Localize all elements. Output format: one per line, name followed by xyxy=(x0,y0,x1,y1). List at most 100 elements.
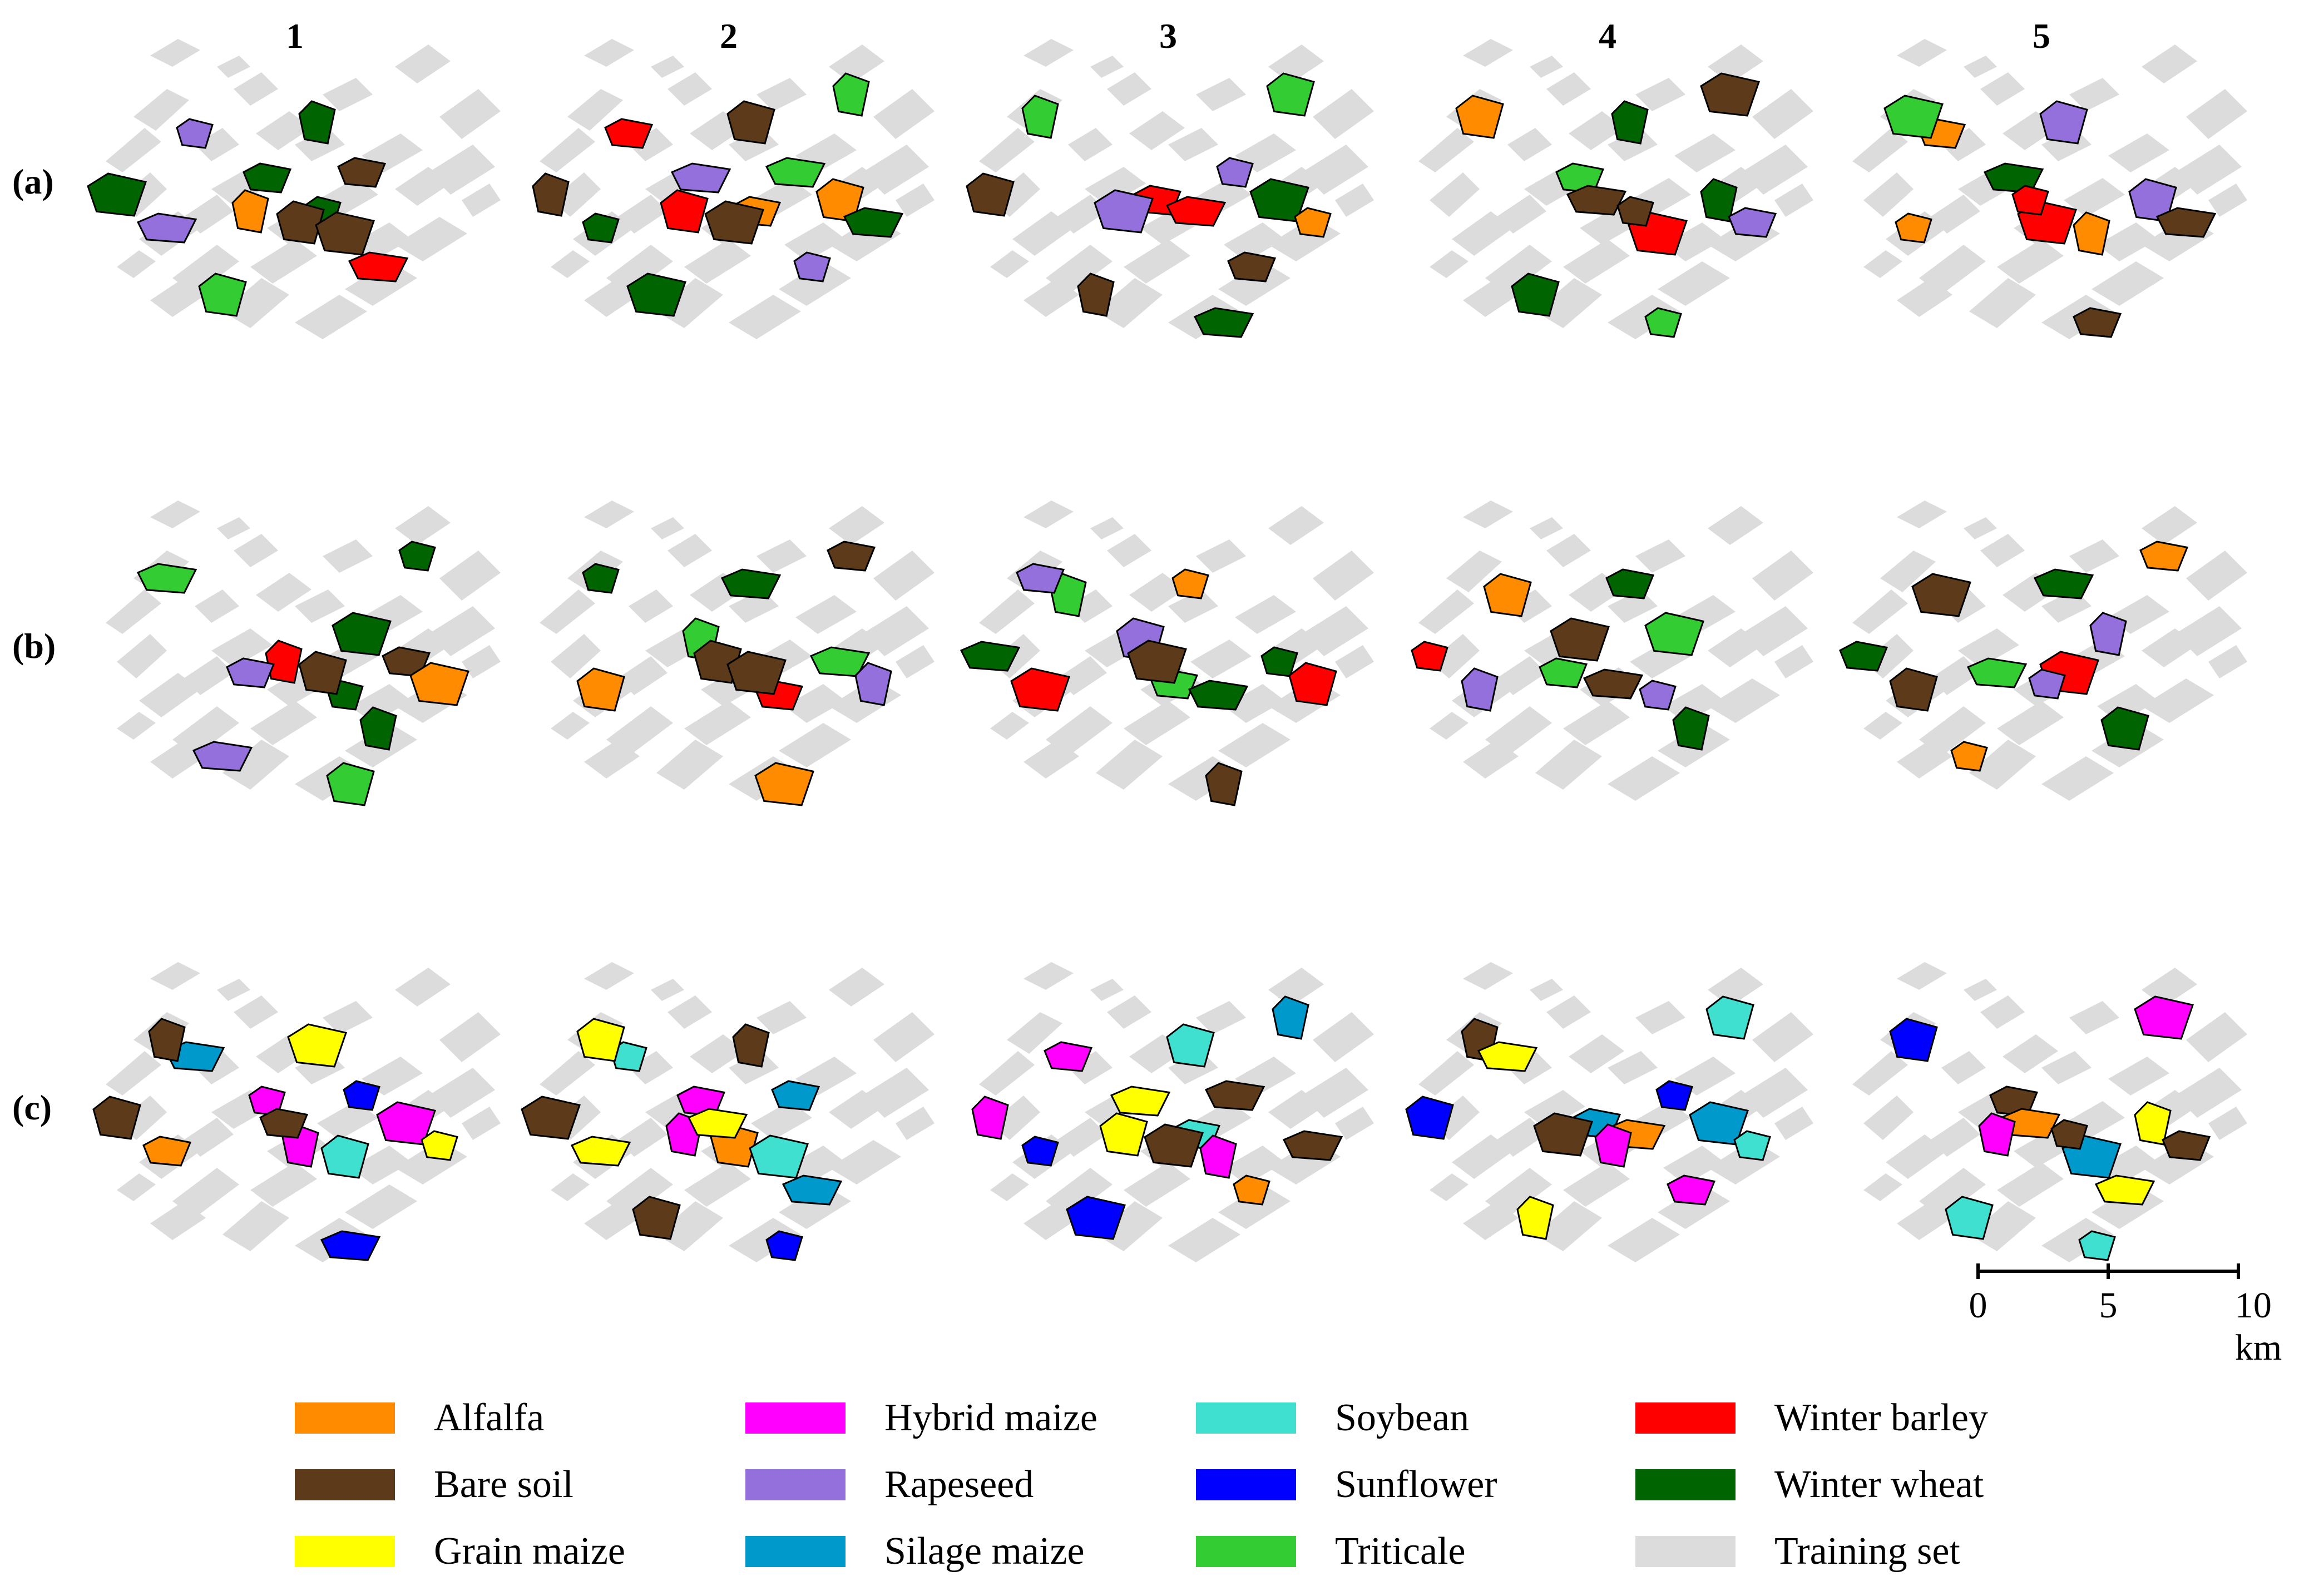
training-field xyxy=(784,1146,846,1184)
training-field xyxy=(1090,979,1124,1001)
map-panel-c-3 xyxy=(957,956,1380,1268)
column-label-2: 2 xyxy=(720,16,738,56)
training-field xyxy=(1446,551,1502,592)
training-field xyxy=(1218,261,1291,306)
legend-swatch-rapeseed xyxy=(745,1469,846,1500)
training-field xyxy=(1964,56,1997,78)
column-label-4: 4 xyxy=(1599,16,1616,56)
training-field xyxy=(1569,1034,1624,1073)
map-panel-a-3 xyxy=(957,33,1380,345)
map-panel-c-5 xyxy=(1830,956,2253,1268)
training-field xyxy=(1546,534,1591,567)
training-field xyxy=(439,89,501,139)
field-winter-barley xyxy=(265,640,303,684)
field-winter-wheat xyxy=(1672,706,1710,751)
training-field xyxy=(584,39,634,67)
legend: Alfalfa Bare soil Grain maize Hybrid maize R… xyxy=(295,1390,2130,1585)
field-winter-wheat xyxy=(1839,641,1888,672)
training-field xyxy=(250,701,317,745)
training-field xyxy=(684,1162,751,1207)
field-winter-wheat xyxy=(1983,162,2044,194)
column-label-1: 1 xyxy=(286,16,304,56)
field-winter-wheat xyxy=(398,541,436,572)
field-sunflower xyxy=(343,1080,380,1111)
field-rapeseed xyxy=(2028,668,2066,700)
map-canvas xyxy=(966,39,1374,339)
training-field xyxy=(1930,1118,1980,1157)
training-field xyxy=(1168,589,1218,623)
training-field xyxy=(2186,1012,2247,1062)
field-grain-maize xyxy=(1099,1112,1148,1157)
training-field xyxy=(1418,1051,1474,1096)
field-winter-wheat xyxy=(1260,646,1298,677)
field-hybrid-maize xyxy=(1978,1112,2016,1157)
field-triticale xyxy=(832,72,870,117)
field-sunflower xyxy=(320,1230,381,1261)
field-rapeseed xyxy=(2128,178,2177,222)
map-panel-a-2 xyxy=(517,33,940,345)
row-label-b: (b) xyxy=(12,626,56,666)
training-field xyxy=(1224,222,1285,261)
field-bare-soil xyxy=(1700,72,1760,117)
field-soybean xyxy=(1945,1196,1994,1240)
training-field xyxy=(751,1101,812,1140)
field-soybean xyxy=(1166,1023,1215,1068)
training-field xyxy=(1563,701,1630,745)
field-winter-wheat xyxy=(332,612,392,656)
row-label-a: (a) xyxy=(12,162,54,201)
training-field xyxy=(1024,962,1074,990)
field-winter-wheat xyxy=(1188,680,1249,711)
map-canvas xyxy=(532,39,935,339)
field-bare-soil xyxy=(2073,307,2122,338)
legend-label: Training set xyxy=(1774,1530,1960,1573)
field-grain-maize xyxy=(1110,1086,1171,1117)
training-field xyxy=(1886,1134,1947,1179)
column-label-5: 5 xyxy=(2033,16,2050,56)
field-alfalfa xyxy=(754,762,814,806)
map-canvas xyxy=(106,500,501,806)
training-field xyxy=(1897,962,1947,990)
field-winter-wheat xyxy=(2100,706,2149,751)
training-field xyxy=(656,740,723,790)
training-field xyxy=(1313,551,1374,601)
legend-label: Sunflower xyxy=(1335,1463,1497,1506)
field-soybean xyxy=(320,1134,369,1179)
training-field xyxy=(1463,1201,1519,1240)
training-field xyxy=(350,222,412,261)
field-winter-wheat xyxy=(720,568,782,599)
field-hybrid-maize xyxy=(2134,995,2194,1040)
training-field xyxy=(617,195,668,234)
map-canvas xyxy=(1418,39,1813,339)
training-field xyxy=(584,278,640,317)
field-sunflower xyxy=(1655,1080,1693,1111)
map-canvas xyxy=(960,500,1374,806)
legend-swatch-bare-soil xyxy=(295,1469,395,1500)
training-field xyxy=(1658,261,1730,306)
field-grain-maize xyxy=(2094,1174,2155,1206)
training-field xyxy=(551,250,590,278)
training-field xyxy=(1535,740,1602,790)
field-winter-barley xyxy=(348,251,409,282)
training-field xyxy=(1969,278,2036,328)
training-field xyxy=(684,239,751,284)
training-field xyxy=(223,1201,289,1251)
training-field xyxy=(462,1107,501,1140)
field-soybean xyxy=(610,1041,647,1072)
field-bare-soil xyxy=(315,211,375,256)
field-winter-wheat xyxy=(359,706,397,751)
training-field xyxy=(584,1201,640,1240)
map-panel-a-5 xyxy=(1830,33,2253,345)
training-field xyxy=(1430,712,1469,740)
training-field xyxy=(829,968,884,1007)
map-canvas xyxy=(1411,500,1813,801)
training-field xyxy=(1774,1107,1813,1140)
training-field xyxy=(2142,44,2197,83)
training-field xyxy=(150,1201,206,1240)
training-field xyxy=(551,712,590,740)
training-field xyxy=(1235,595,1296,634)
field-hybrid-maize xyxy=(676,1086,726,1117)
field-sunflower xyxy=(765,1230,803,1261)
field-bare-soil xyxy=(148,1018,186,1062)
training-field xyxy=(256,111,312,150)
field-bare-soil xyxy=(632,1196,681,1240)
